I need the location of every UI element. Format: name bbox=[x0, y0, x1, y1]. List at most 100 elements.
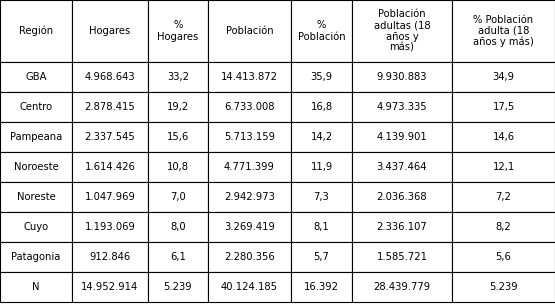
Bar bbox=[72, 182, 148, 212]
Text: N: N bbox=[32, 282, 40, 292]
Text: 14,2: 14,2 bbox=[310, 132, 332, 142]
Bar bbox=[72, 212, 148, 242]
Bar bbox=[291, 182, 352, 212]
Bar bbox=[208, 272, 291, 302]
Text: 19,2: 19,2 bbox=[167, 102, 189, 112]
Bar bbox=[0, 272, 72, 302]
Text: Población: Población bbox=[226, 26, 273, 36]
Text: 2.337.545: 2.337.545 bbox=[84, 132, 135, 142]
Bar bbox=[452, 272, 555, 302]
Text: 2.336.107: 2.336.107 bbox=[377, 222, 427, 232]
Text: 4.139.901: 4.139.901 bbox=[377, 132, 427, 142]
Bar bbox=[352, 182, 452, 212]
Text: 10,8: 10,8 bbox=[167, 162, 189, 172]
Bar bbox=[208, 212, 291, 242]
Text: 8,0: 8,0 bbox=[170, 222, 186, 232]
Text: 5,6: 5,6 bbox=[496, 252, 512, 262]
Text: Pampeana: Pampeana bbox=[10, 132, 62, 142]
Bar bbox=[0, 92, 72, 122]
Bar bbox=[208, 182, 291, 212]
Bar bbox=[452, 242, 555, 272]
Bar bbox=[72, 122, 148, 152]
Bar bbox=[208, 152, 291, 182]
Text: 7,3: 7,3 bbox=[314, 192, 329, 202]
Bar bbox=[148, 122, 208, 152]
Text: Patagonia: Patagonia bbox=[11, 252, 60, 262]
Bar bbox=[291, 0, 352, 62]
Text: 1.614.426: 1.614.426 bbox=[84, 162, 135, 172]
Text: 4.968.643: 4.968.643 bbox=[85, 72, 135, 82]
Bar bbox=[72, 272, 148, 302]
Text: 5.239: 5.239 bbox=[164, 282, 193, 292]
Text: 1.047.969: 1.047.969 bbox=[84, 192, 135, 202]
Bar bbox=[291, 242, 352, 272]
Bar bbox=[0, 182, 72, 212]
Text: GBA: GBA bbox=[25, 72, 47, 82]
Text: 2.878.415: 2.878.415 bbox=[84, 102, 135, 112]
Text: 8,2: 8,2 bbox=[496, 222, 511, 232]
Text: Región: Región bbox=[19, 26, 53, 36]
Bar bbox=[452, 62, 555, 92]
Text: 16,8: 16,8 bbox=[310, 102, 332, 112]
Bar bbox=[72, 92, 148, 122]
Text: Centro: Centro bbox=[19, 102, 53, 112]
Bar bbox=[291, 62, 352, 92]
Text: 1.585.721: 1.585.721 bbox=[376, 252, 427, 262]
Text: Cuyo: Cuyo bbox=[23, 222, 49, 232]
Text: 6.733.008: 6.733.008 bbox=[224, 102, 275, 112]
Bar bbox=[291, 272, 352, 302]
Bar bbox=[208, 122, 291, 152]
Text: 33,2: 33,2 bbox=[167, 72, 189, 82]
Text: 4.973.335: 4.973.335 bbox=[377, 102, 427, 112]
Bar bbox=[148, 62, 208, 92]
Bar bbox=[352, 0, 452, 62]
Text: 35,9: 35,9 bbox=[310, 72, 332, 82]
Text: Noroeste: Noroeste bbox=[14, 162, 58, 172]
Bar bbox=[148, 152, 208, 182]
Bar bbox=[352, 92, 452, 122]
Bar bbox=[0, 0, 72, 62]
Bar bbox=[352, 152, 452, 182]
Text: 5.713.159: 5.713.159 bbox=[224, 132, 275, 142]
Bar bbox=[0, 242, 72, 272]
Text: Hogares: Hogares bbox=[89, 26, 130, 36]
Bar bbox=[452, 122, 555, 152]
Text: 3.437.464: 3.437.464 bbox=[377, 162, 427, 172]
Text: 3.269.419: 3.269.419 bbox=[224, 222, 275, 232]
Text: 16.392: 16.392 bbox=[304, 282, 339, 292]
Bar bbox=[452, 152, 555, 182]
Text: 7,0: 7,0 bbox=[170, 192, 186, 202]
Text: 12,1: 12,1 bbox=[492, 162, 514, 172]
Text: 14,6: 14,6 bbox=[492, 132, 514, 142]
Text: 1.193.069: 1.193.069 bbox=[84, 222, 135, 232]
Bar bbox=[291, 122, 352, 152]
Text: 2.280.356: 2.280.356 bbox=[224, 252, 275, 262]
Bar bbox=[72, 62, 148, 92]
Bar bbox=[148, 182, 208, 212]
Bar bbox=[291, 92, 352, 122]
Bar bbox=[452, 92, 555, 122]
Bar bbox=[452, 0, 555, 62]
Text: 28.439.779: 28.439.779 bbox=[374, 282, 431, 292]
Bar bbox=[72, 0, 148, 62]
Bar bbox=[148, 242, 208, 272]
Text: %
Hogares: % Hogares bbox=[158, 20, 199, 42]
Text: 4.771.399: 4.771.399 bbox=[224, 162, 275, 172]
Text: 912.846: 912.846 bbox=[89, 252, 130, 262]
Text: Noreste: Noreste bbox=[17, 192, 56, 202]
Text: 2.942.973: 2.942.973 bbox=[224, 192, 275, 202]
Text: 7,2: 7,2 bbox=[496, 192, 512, 202]
Text: 34,9: 34,9 bbox=[492, 72, 514, 82]
Bar bbox=[208, 242, 291, 272]
Bar bbox=[352, 212, 452, 242]
Text: % Población
adulta (18
años y más): % Población adulta (18 años y más) bbox=[473, 15, 534, 47]
Text: 15,6: 15,6 bbox=[167, 132, 189, 142]
Bar bbox=[452, 212, 555, 242]
Bar bbox=[148, 272, 208, 302]
Bar bbox=[208, 92, 291, 122]
Text: 14.952.914: 14.952.914 bbox=[82, 282, 139, 292]
Bar bbox=[452, 182, 555, 212]
Bar bbox=[72, 242, 148, 272]
Text: 14.413.872: 14.413.872 bbox=[221, 72, 278, 82]
Bar bbox=[352, 272, 452, 302]
